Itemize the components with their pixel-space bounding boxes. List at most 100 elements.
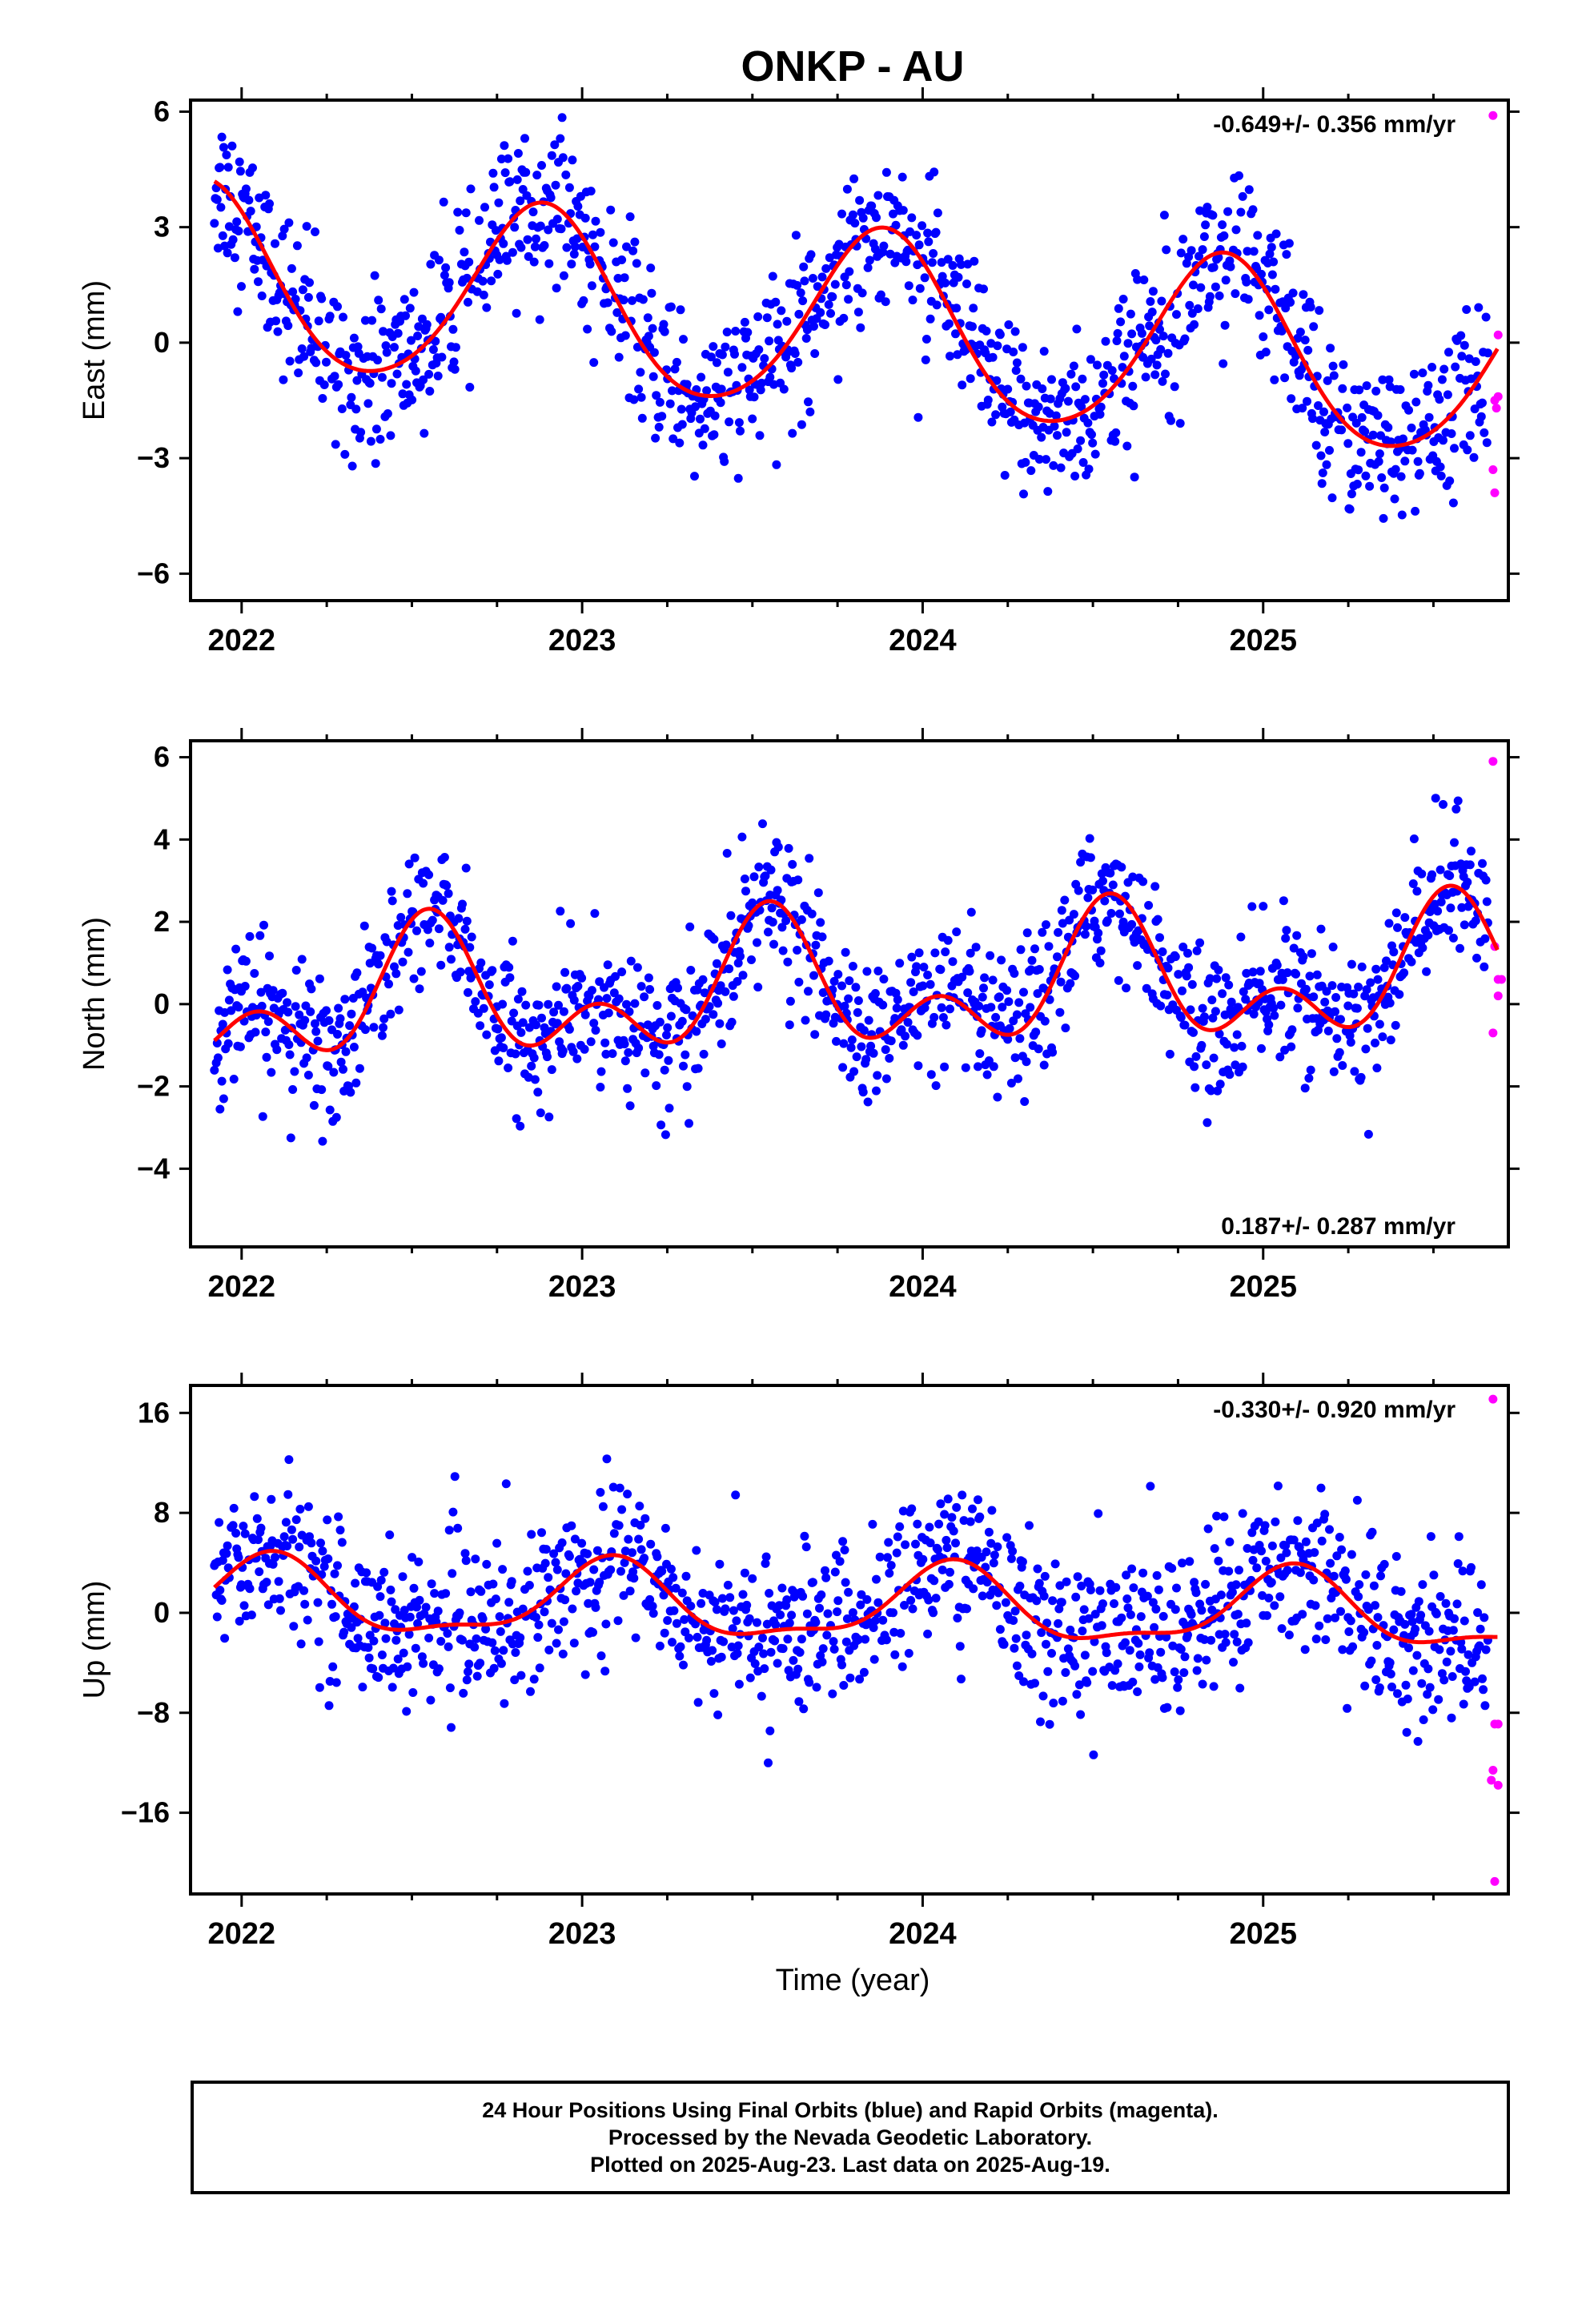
final-orbit-point — [1343, 439, 1353, 448]
final-orbit-point — [318, 1546, 327, 1556]
final-orbit-point — [884, 1538, 893, 1547]
final-orbit-point — [1158, 1611, 1168, 1621]
final-orbit-point — [1197, 1040, 1207, 1050]
final-orbit-point — [398, 389, 408, 399]
final-orbit-point — [906, 1595, 916, 1605]
final-orbit-point — [426, 1695, 436, 1705]
final-orbit-point — [462, 916, 472, 926]
final-orbit-point — [411, 366, 420, 376]
final-orbit-point — [351, 1578, 360, 1588]
final-orbit-point — [311, 1556, 321, 1566]
final-orbit-point — [1135, 1650, 1145, 1659]
final-orbit-point — [447, 955, 456, 964]
final-orbit-point — [296, 1639, 306, 1649]
final-orbit-point — [903, 1018, 913, 1027]
final-orbit-point — [1474, 303, 1484, 312]
final-orbit-point — [869, 1655, 879, 1664]
final-orbit-point — [415, 1595, 424, 1605]
final-orbit-point — [1218, 220, 1227, 230]
final-orbit-point — [1009, 348, 1018, 356]
final-orbit-point — [504, 154, 513, 163]
final-orbit-point — [1423, 1690, 1432, 1699]
final-orbit-point — [1308, 414, 1317, 424]
final-orbit-point — [1359, 1627, 1369, 1637]
final-orbit-point — [285, 356, 295, 366]
final-orbit-point — [602, 994, 612, 1003]
final-orbit-point — [1238, 1509, 1247, 1518]
final-orbit-point — [891, 220, 901, 230]
final-orbit-point — [1077, 402, 1086, 412]
final-orbit-point — [460, 247, 469, 257]
final-orbit-point — [1423, 1664, 1433, 1674]
final-orbit-point — [717, 1039, 726, 1048]
final-orbit-point — [672, 1618, 681, 1628]
final-orbit-point — [1048, 1047, 1058, 1057]
final-orbit-point — [1082, 1678, 1092, 1687]
final-orbit-point — [340, 449, 350, 459]
final-orbit-point — [878, 1615, 888, 1625]
final-orbit-point — [1199, 1012, 1209, 1022]
final-orbit-point — [1407, 1617, 1417, 1626]
final-orbit-point — [897, 1662, 907, 1671]
final-orbit-point — [363, 399, 373, 408]
final-orbit-point — [988, 352, 998, 362]
final-orbit-point — [748, 414, 757, 424]
final-orbit-point — [1480, 962, 1489, 971]
final-orbit-point — [864, 1015, 873, 1025]
final-orbit-point — [1123, 1603, 1133, 1613]
final-orbit-point — [456, 967, 465, 977]
final-orbit-point — [572, 234, 582, 243]
final-orbit-point — [300, 1599, 310, 1609]
final-orbit-point — [837, 981, 846, 991]
final-orbit-point — [794, 977, 804, 987]
final-orbit-point — [686, 966, 696, 975]
final-orbit-point — [755, 431, 765, 440]
final-orbit-point — [801, 1015, 810, 1025]
final-orbit-point — [975, 1512, 985, 1522]
final-orbit-point — [1163, 963, 1173, 973]
final-orbit-point — [265, 951, 274, 961]
final-orbit-point — [731, 327, 741, 336]
final-orbit-point — [390, 962, 399, 971]
final-orbit-point — [1172, 1583, 1181, 1593]
final-orbit-point — [1312, 1518, 1322, 1528]
x-tick-label: 2024 — [889, 1270, 957, 1304]
final-orbit-point — [1447, 429, 1456, 438]
final-orbit-point — [829, 1644, 839, 1654]
final-orbit-point — [1441, 1598, 1451, 1608]
final-orbit-point — [377, 1651, 387, 1659]
final-orbit-point — [1222, 1039, 1231, 1049]
final-orbit-point — [580, 1044, 589, 1054]
final-orbit-point — [600, 1667, 610, 1676]
final-orbit-point — [387, 887, 396, 896]
final-orbit-point — [241, 956, 251, 966]
final-orbit-point — [1215, 1080, 1225, 1089]
final-orbit-point — [636, 392, 646, 402]
final-orbit-point — [335, 1526, 345, 1535]
final-orbit-point — [1192, 946, 1202, 955]
final-orbit-point — [957, 1675, 966, 1684]
final-orbit-point — [543, 1052, 552, 1062]
final-orbit-point — [1049, 1699, 1058, 1708]
final-orbit-point — [623, 1084, 632, 1093]
final-orbit-point — [1389, 1625, 1399, 1634]
final-orbit-point — [1277, 1624, 1287, 1634]
final-orbit-point — [552, 982, 561, 991]
final-orbit-point — [244, 195, 254, 205]
final-orbit-point — [937, 1003, 946, 1012]
final-orbit-point — [898, 1040, 908, 1050]
final-orbit-point — [1447, 1672, 1457, 1681]
final-orbit-point — [537, 161, 546, 170]
final-orbit-point — [1000, 471, 1010, 480]
final-orbit-point — [311, 1019, 319, 1028]
final-orbit-point — [716, 398, 725, 408]
y-tick-label: 6 — [154, 94, 170, 127]
north-plot-frame — [189, 739, 1510, 1248]
final-orbit-point — [799, 262, 809, 271]
final-orbit-point — [302, 1053, 311, 1063]
final-orbit-point — [279, 1532, 289, 1542]
final-orbit-point — [218, 231, 227, 240]
final-orbit-point — [1078, 458, 1088, 467]
final-orbit-point — [1129, 1583, 1138, 1593]
final-orbit-point — [1158, 376, 1167, 386]
